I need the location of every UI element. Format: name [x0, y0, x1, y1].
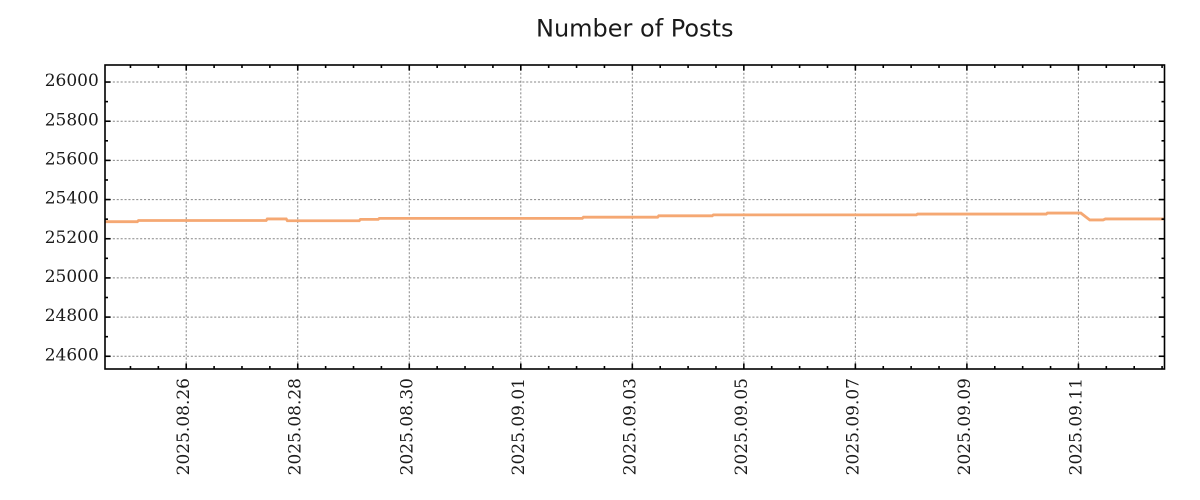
y-tick-label: 25600 [45, 149, 99, 169]
y-tick-label: 25000 [45, 267, 99, 287]
y-tick-label: 25400 [45, 189, 99, 209]
y-tick-label: 25200 [45, 228, 99, 248]
y-tick-labels: 26000 25800 25600 25400 25200 25000 24800 24600 [45, 71, 99, 365]
x-tick-label: 2025.08.30 [397, 378, 417, 475]
x-tick-label: 2025.09.07 [843, 378, 863, 475]
x-tick-label: 2025.09.05 [732, 378, 752, 475]
axis-ticks [105, 65, 1165, 369]
plot-border [104, 64, 1166, 370]
y-tick-label: 26000 [45, 71, 99, 91]
y-tick-label: 25800 [45, 110, 99, 130]
x-tick-labels: 2025.08.26 2025.08.28 2025.08.30 2025.09.01… [174, 378, 1086, 475]
x-tick-label: 2025.08.26 [174, 378, 194, 475]
x-tick-label: 2025.09.09 [955, 378, 975, 475]
x-tick-label: 2025.09.11 [1066, 378, 1086, 475]
series-line [105, 211, 1165, 224]
data-series-line [105, 211, 1165, 224]
x-tick-label: 2025.09.03 [620, 378, 640, 475]
chart-title: Number of Posts [536, 15, 734, 43]
y-tick-label: 24600 [45, 345, 99, 365]
gridlines [105, 65, 1165, 369]
x-tick-label: 2025.08.28 [286, 378, 306, 475]
y-tick-label: 24800 [45, 306, 99, 326]
x-tick-label: 2025.09.01 [509, 378, 529, 475]
